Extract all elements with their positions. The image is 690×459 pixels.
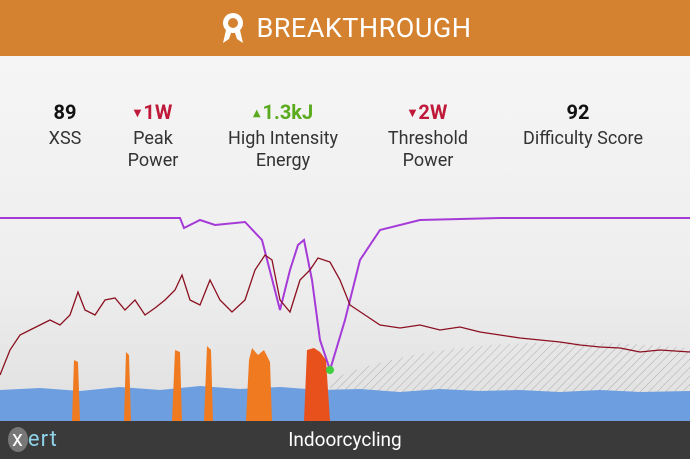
footer: xert Indoorcycling xyxy=(0,421,690,459)
stat-value: ▼ 2W xyxy=(358,98,498,126)
badge-icon xyxy=(223,13,244,43)
purple-line xyxy=(0,217,690,374)
stat-value-text: 2W xyxy=(418,100,448,124)
stat-value: 89 xyxy=(0,98,135,126)
logo: xert xyxy=(12,427,58,452)
stat-value-text: 1W xyxy=(143,100,173,124)
stat-value: 92 xyxy=(508,98,648,126)
footer-title: Indoorcycling xyxy=(288,428,402,451)
stat-label: Difficulty Score xyxy=(523,128,643,149)
red-line xyxy=(0,254,690,376)
stat: 89 XSS xyxy=(0,98,135,150)
stat: ▼ 1W Peak Power xyxy=(83,98,223,172)
stat-value-text: 92 xyxy=(566,100,590,124)
effort-spikes xyxy=(72,346,330,421)
power-area xyxy=(0,386,690,421)
marker xyxy=(326,366,334,374)
stat: ▼ 2W Threshold Power xyxy=(358,98,498,172)
stat-value: ▲ 1.3kJ xyxy=(213,98,353,126)
stat-value-text: 1.3kJ xyxy=(262,100,314,124)
header: BREAKTHROUGH xyxy=(0,0,690,56)
stat: 92 Difficulty Score xyxy=(508,98,648,150)
stat-value: ▼ 1W xyxy=(83,98,223,126)
stat: ▲ 1.3kJ High Intensity Energy xyxy=(213,98,353,172)
trend-arrow: ▼ xyxy=(408,107,417,119)
stat-label: XSS xyxy=(48,128,82,149)
stat-label: High Intensity Energy xyxy=(228,128,338,171)
header-title: BREAKTHROUGH xyxy=(256,12,472,44)
stat-label: Threshold Power xyxy=(387,128,469,171)
trend-arrow: ▲ xyxy=(252,107,261,119)
stat-label: Peak Power xyxy=(127,128,179,171)
activity-chart xyxy=(0,217,690,421)
stat-value-text: 89 xyxy=(53,100,77,124)
trend-arrow: ▼ xyxy=(133,107,142,119)
